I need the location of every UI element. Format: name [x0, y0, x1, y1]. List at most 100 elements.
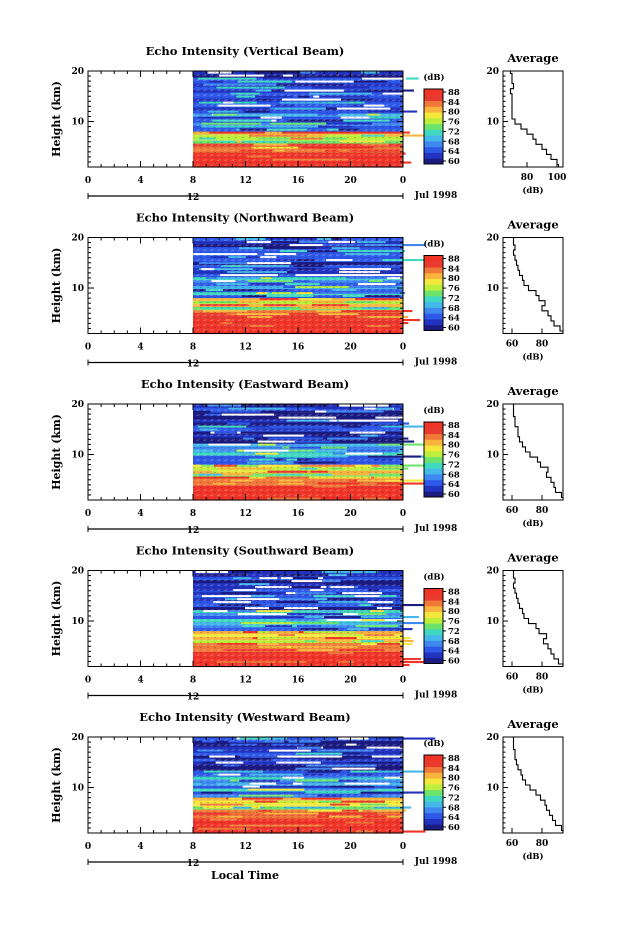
colorbar-segment: [424, 427, 443, 435]
colorbar-segment: [424, 651, 443, 659]
colorbar-segment: [424, 112, 443, 119]
colorbar-segment: [424, 818, 443, 825]
colorbar-segment: [424, 594, 443, 601]
colorbar-segment: [424, 646, 443, 653]
colorbar-segment: [424, 801, 443, 808]
day-tick-label: 12: [187, 193, 200, 203]
colorbar-segment: [424, 445, 443, 452]
profile-line: [512, 404, 564, 500]
x-tick-label: 20: [344, 509, 357, 519]
profile-title: Average: [506, 384, 558, 398]
date-label: Jul 1998: [414, 191, 457, 201]
colorbar-tick-label: 84: [448, 764, 460, 774]
profile-x-label: (dB): [522, 518, 543, 529]
colorbar-tick-label: 80: [448, 274, 460, 284]
colorbar-tick-label: 60: [448, 657, 460, 667]
profile-y-tick-label: 10: [486, 451, 499, 461]
x-tick-label: 8: [190, 676, 196, 686]
profile-frame: [502, 736, 564, 834]
colorbar-tick-label: 76: [448, 784, 460, 794]
colorbar-segment: [424, 611, 443, 618]
colorbar-tick-label: 80: [448, 607, 460, 617]
missing-data-gap: [382, 92, 431, 95]
profile-y-tick-label: 20: [486, 67, 499, 77]
panel-2: Echo Intensity (Northward Beam) 10 20 Heigh…: [50, 211, 564, 370]
colorbar-segment: [424, 806, 443, 814]
x-tick-label: 16: [292, 842, 305, 852]
colorbar-segment: [424, 640, 443, 647]
profile-x-tick-label: 60: [506, 839, 519, 849]
panel-title: Echo Intensity (Westward Beam): [139, 710, 350, 724]
x-tick-label: 20: [344, 676, 357, 686]
colorbar-segment: [424, 760, 443, 768]
y-tick-label: 20: [71, 234, 84, 244]
colorbar-segment: [424, 284, 443, 291]
colorbar-frame: [423, 421, 444, 498]
x-tick-label: 8: [190, 176, 196, 186]
colorbar-segment: [424, 657, 443, 664]
colorbar-segment: [424, 795, 443, 802]
colorbar-segment: [424, 439, 443, 446]
date-label: Jul 1998: [414, 857, 457, 867]
colorbar-segment: [424, 772, 443, 779]
heatmap-streak: [382, 443, 437, 446]
colorbar-segment: [424, 140, 443, 148]
profile-y-tick-label: 20: [486, 234, 499, 244]
colorbar-frame: [423, 88, 444, 165]
x-tick-label: 8: [190, 842, 196, 852]
profile-title: Average: [506, 51, 558, 65]
heatmap-texture: [193, 737, 403, 833]
colorbar-segment: [424, 812, 443, 819]
heatmap-field: [193, 570, 433, 668]
colorbar-segment: [424, 824, 443, 831]
colorbar-segment: [424, 433, 443, 440]
profile-frame: [502, 403, 564, 501]
colorbar-tick-label: 80: [448, 774, 460, 784]
x-tick-label: 0: [85, 509, 91, 519]
colorbar-segment: [424, 600, 443, 607]
colorbar-segment: [424, 307, 443, 314]
colorbar-tick-label: 60: [448, 490, 460, 500]
y-tick-label: 20: [71, 733, 84, 743]
colorbar-label: (dB): [423, 572, 444, 583]
panel-title: Echo Intensity (Eastward Beam): [141, 377, 349, 391]
heatmap-streak: [382, 259, 441, 262]
colorbar-frame: [423, 255, 444, 331]
colorbar-tick-label: 64: [448, 480, 460, 490]
colorbar-tick-label: 88: [448, 421, 460, 431]
x-tick-label: 0: [85, 676, 91, 686]
profile-y-tick-label: 10: [486, 617, 499, 627]
profile-frame: [502, 570, 564, 667]
colorbar-segment: [424, 135, 443, 142]
profile-x-tick-label: 100: [548, 173, 567, 183]
colorbar-segment: [424, 152, 443, 159]
x-tick-label: 20: [344, 343, 357, 353]
y-tick-label: 10: [71, 617, 84, 627]
colorbar-segment: [424, 485, 443, 492]
x-tick-label: 16: [292, 343, 305, 353]
y-axis-label: Height (km): [50, 581, 63, 657]
colorbar-segment: [424, 295, 443, 303]
colorbar-segment: [424, 778, 443, 785]
y-axis-label: Height (km): [50, 81, 63, 157]
profile-x-tick-label: 80: [536, 506, 549, 516]
profile-x-tick-label: 60: [506, 673, 519, 683]
colorbar-segment: [424, 450, 443, 458]
colorbar-tick-label: 60: [448, 324, 460, 334]
colorbar-tick-label: 84: [448, 98, 460, 108]
y-tick-label: 20: [71, 67, 84, 77]
x-tick-label: 20: [344, 842, 357, 852]
colorbar-segment: [424, 267, 443, 274]
day-tick-label: 12: [187, 859, 200, 869]
profile-y-tick-label: 20: [486, 733, 499, 743]
profile-y-tick-label: 10: [486, 784, 499, 794]
colorbar-segment: [424, 272, 443, 280]
colorbar-tick-label: 68: [448, 137, 460, 147]
heatmap-texture: [193, 404, 403, 500]
day-tick-label: 12: [187, 693, 200, 703]
x-tick-label: 4: [137, 509, 143, 519]
colorbar-label: (dB): [423, 72, 444, 83]
heatmap-texture: [193, 570, 403, 667]
colorbar-segment: [424, 491, 443, 498]
